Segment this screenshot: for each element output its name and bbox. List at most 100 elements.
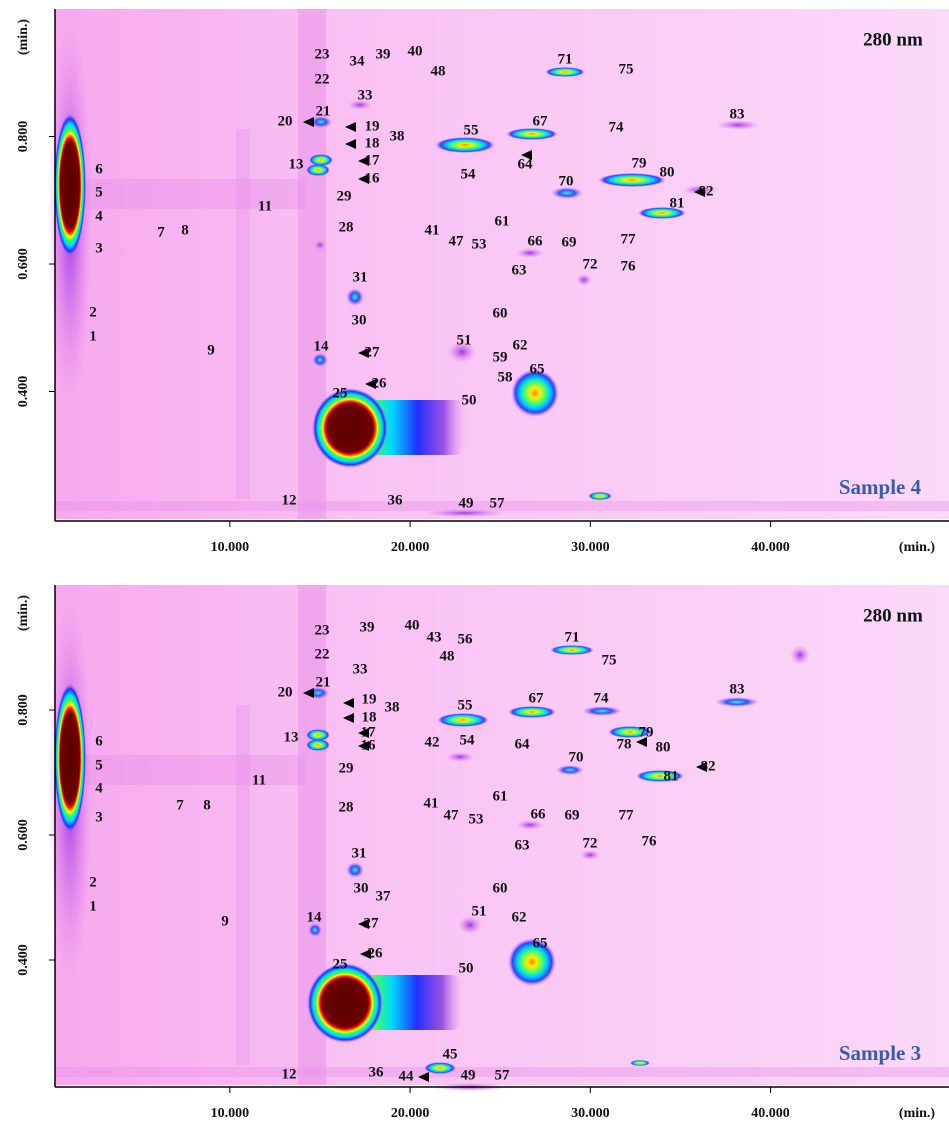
arrow (358, 741, 369, 751)
peak-label: 22 (315, 71, 330, 87)
x-axis-label: (min.) (899, 1106, 936, 1121)
peak-spot (446, 752, 474, 762)
panel: 10.000 20.000 30.000 40.000 0.400 0.600 0.800 (… (16, 9, 949, 555)
peak-label: 53 (469, 811, 484, 827)
streak (236, 129, 250, 499)
peak-spot (556, 765, 584, 775)
peak-spot (511, 369, 559, 417)
band (55, 501, 949, 511)
peak-label: 79 (639, 724, 654, 740)
x-tick-label: 20.000 (391, 1106, 430, 1121)
panel: 10.000 20.000 30.000 40.000 0.400 0.600 0.800 (… (16, 585, 949, 1121)
peak-spot (576, 274, 592, 286)
peak-label: 45 (443, 1046, 458, 1062)
peak-label: 48 (431, 63, 446, 79)
peak-spot (508, 706, 556, 718)
peak-label: 57 (495, 1067, 511, 1083)
peak-spot (448, 341, 476, 363)
peak-label: 38 (390, 128, 405, 144)
peak-label: 8 (181, 222, 189, 238)
peak-label: 50 (462, 392, 477, 408)
peak-label: 33 (358, 87, 373, 103)
peak-label: 64 (515, 736, 531, 752)
peak-spot (580, 850, 600, 860)
peak-label: 30 (354, 880, 369, 896)
peak-label: 28 (339, 219, 354, 235)
peak-label: 60 (493, 305, 508, 321)
peak-label: 28 (339, 799, 354, 815)
peak-label: 2 (89, 874, 97, 890)
arrow (345, 139, 356, 149)
arrow (365, 379, 376, 389)
peak-spot (312, 388, 388, 468)
arrow (521, 150, 532, 160)
peak-spot (636, 770, 684, 782)
peak-label: 50 (459, 960, 474, 976)
peak-label: 49 (461, 1067, 476, 1083)
peak-label: 61 (493, 788, 508, 804)
peak-label: 70 (569, 749, 584, 765)
peak-spot (424, 1062, 456, 1074)
y-tick-label: 0.600 (16, 819, 31, 851)
peak-spot (716, 120, 760, 130)
peak-spot (314, 240, 326, 250)
arrow (358, 174, 369, 184)
arrow (358, 919, 369, 929)
y-tick-label: 0.800 (16, 694, 31, 726)
plot-background (55, 585, 949, 1085)
peak-label: 44 (399, 1068, 415, 1084)
plot-background (55, 9, 949, 519)
peak-label: 11 (252, 772, 266, 788)
peak-label: 30 (352, 312, 367, 328)
peak-label: 9 (221, 913, 229, 929)
peak-label: 72 (583, 256, 598, 272)
peak-label: 82 (699, 183, 714, 199)
x-tick-label: 10.000 (211, 540, 250, 555)
peak-spot (346, 288, 364, 306)
band (85, 755, 305, 785)
peak-spot (582, 706, 622, 716)
peak-label: 56 (458, 631, 474, 647)
arrow (343, 713, 354, 723)
peak-label: 20 (278, 684, 293, 700)
peak-label: 57 (490, 495, 506, 511)
peak-label: 38 (385, 699, 400, 715)
peak-spot (437, 713, 489, 727)
peak-label: 26 (372, 375, 388, 391)
peak-label: 13 (289, 156, 304, 172)
peak-label: 55 (464, 122, 479, 138)
peak-label: 53 (472, 236, 487, 252)
y-tick-label: 0.600 (16, 248, 31, 280)
peak-label: 12 (282, 1066, 297, 1082)
peak-label: 80 (660, 164, 675, 180)
arrow (696, 762, 707, 772)
peak-label: 65 (530, 361, 545, 377)
peak-label: 78 (617, 736, 632, 752)
peak-label: 18 (365, 135, 380, 151)
y-tick-label: 0.400 (16, 944, 31, 976)
peak-spot (435, 137, 495, 153)
peak-spot (306, 729, 330, 741)
peak-label: 66 (531, 806, 547, 822)
peak-label: 16 (365, 170, 381, 186)
peak-label: 5 (95, 184, 103, 200)
peak-label: 9 (207, 342, 215, 358)
peak-label: 21 (316, 103, 331, 119)
peak-label: 82 (701, 758, 716, 774)
peak-label: 42 (425, 734, 440, 750)
peak-spot (598, 173, 666, 187)
x-tick-label: 10.000 (211, 1106, 250, 1121)
peak-spot (550, 645, 594, 655)
peak-label: 79 (632, 155, 647, 171)
peak-spot (309, 154, 333, 166)
peak-label: 69 (565, 807, 580, 823)
peak-spot (54, 683, 86, 833)
y-axis-label: (min.) (16, 595, 31, 632)
peak-label: 6 (95, 161, 103, 177)
arrow (303, 117, 314, 127)
peak-label: 67 (529, 690, 545, 706)
peak-label: 51 (472, 903, 487, 919)
peak-label: 37 (376, 888, 392, 904)
peak-label: 63 (515, 837, 530, 853)
